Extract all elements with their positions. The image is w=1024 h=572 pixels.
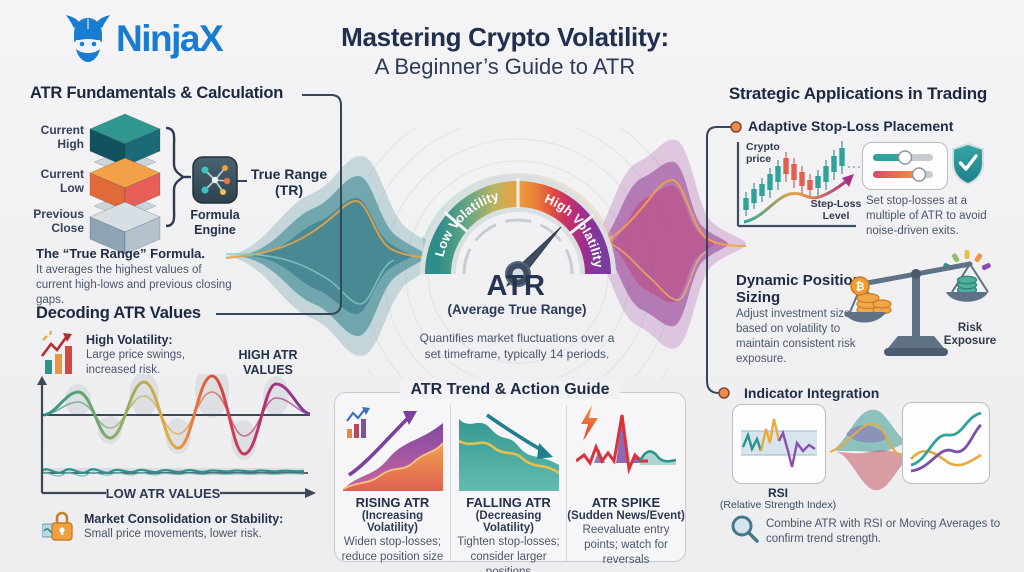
fundamentals-heading: ATR Fundamentals & Calculation [30,84,284,102]
formula-body: It averages the highest values of curren… [36,264,232,306]
moving-averages-chart [910,411,982,473]
consolidation-title: Market Consolidation or Stability: [84,512,284,526]
balance-scale-icon: ₿ [844,250,991,356]
title-line2: A Beginner’s Guide to ATR [374,54,636,79]
gauge-title: ATR [486,270,546,302]
brand-name: NinjaX [116,18,224,59]
magnifier-icon [731,515,759,543]
rising-atr-chart [342,407,443,491]
stoploss-curve [743,178,849,224]
atr-gauge: Low Volatility High Volatility [420,173,616,287]
indicator-body: Combine ATR with RSI or Moving Averages … [766,518,1001,545]
slider-knob-2 [911,167,927,182]
layer-label-current-low: Current Low [40,167,84,195]
rising-title: RISING ATR [355,495,430,510]
true-range-line1: True Range [250,166,328,182]
page-title: Mastering Crypto Volatility: A Beginner’… [300,22,710,80]
moving-averages-panel [902,402,990,484]
stoploss-title: Adaptive Stop-Loss Placement [748,118,954,134]
stoploss-body: Set stop-losses at a multiple of ATR to … [866,195,987,237]
stoploss-level-label: Step-Loss Level [810,198,862,223]
indicator-wave-decoration [829,409,911,491]
true-range-label: True Range (TR) [250,166,328,198]
slider-knob-1 [897,150,913,165]
trend-guide-heading: ATR Trend & Action Guide [400,381,620,399]
lock-stability-icon [42,511,73,541]
high-volatility-title: High Volatility: [86,333,173,347]
formula-engine-label: Formula Engine [190,208,240,237]
risk-exposure-label: Risk Exposure [943,322,997,348]
purple-wave-decoration [588,139,746,349]
bitcoin-symbol: ₿ [856,281,865,293]
gauge-body: Quantifies market fluctuations over a se… [419,331,615,361]
atr-multiplier-sliders [862,142,948,190]
layer-label-previous-close: Previous Close [33,207,84,235]
strategic-heading: Strategic Applications in Trading [728,84,988,103]
falling-body: Tighten stop-losses; consider larger pos… [457,536,560,572]
stoploss-bullet-icon [730,121,742,133]
rsi-panel [732,404,826,484]
low-atr-label: LOW ATR VALUES [106,486,221,501]
rsi-sub-label: (Relative Strength Index) [719,499,837,511]
title-line1: Mastering Crypto Volatility: [341,22,669,52]
decoding-heading: Decoding ATR Values [36,304,201,322]
shield-check-icon [952,142,984,186]
candlestick-chart [736,141,856,228]
rsi-chart [741,418,817,468]
spike-subtitle: (Sudden News/Event) [567,510,685,522]
lightning-icon [581,405,598,441]
spike-body: Reevaluate entry points; watch for rever… [582,524,670,566]
sizing-body: Adjust investment size based on volatili… [736,308,856,365]
atr-spike-chart [576,405,676,475]
crypto-price-label: Crypto price [746,141,780,166]
brace-icon [165,126,191,228]
rising-mini-icon [345,407,370,438]
true-range-line2: (TR) [275,182,303,198]
formula-title: The “True Range” Formula. [36,246,206,261]
ninja-helmet-icon [66,15,110,62]
consolidation-body: Small price movements, lower risk. [84,528,262,540]
guide-column-spike: ATR SPIKE (Sudden News/Event) Reevaluate… [566,405,685,566]
price-layers-stack [89,113,161,254]
sizing-title: Dynamic Position Sizing [736,272,862,307]
falling-subtitle: (Decreasing Volatility) [475,510,542,534]
candles [743,141,845,216]
falling-title: FALLING ATR [466,495,551,510]
high-volatility-icon [40,330,72,374]
rising-body: Widen stop-losses; reduce position size [341,536,444,563]
formula-engine-icon [192,156,238,204]
trend-guide-heading-wrap: ATR Trend & Action Guide [334,381,686,399]
rising-subtitle: (Increasing Volatility) [361,510,424,534]
gauge-subtitle: (Average True Range) [447,302,587,317]
layer-label-current-high: Current High [40,123,84,151]
falling-atr-chart [458,413,559,491]
indicator-bullet-icon [718,387,730,399]
guide-column-falling: FALLING ATR (Decreasing Volatility) Tigh… [450,405,566,572]
guide-column-rising: RISING ATR (Increasing Volatility) Widen… [335,405,450,563]
high-volatility-body: Large price swings, increased risk. [86,349,186,376]
teal-coins [956,275,978,295]
brand-logo: NinjaX [66,14,224,64]
rsi-label: RSI [767,486,788,500]
trend-guide-box: RISING ATR (Increasing Volatility) Widen… [334,392,686,572]
teal-wave-decoration [226,156,444,356]
high-atr-label: HIGH ATR VALUES [238,348,298,377]
indicator-title: Indicator Integration [744,385,880,401]
bitcoin-coins: ₿ [850,276,892,316]
atr-values-chart: LOW ATR VALUES [37,374,316,501]
spike-title: ATR SPIKE [591,495,661,510]
